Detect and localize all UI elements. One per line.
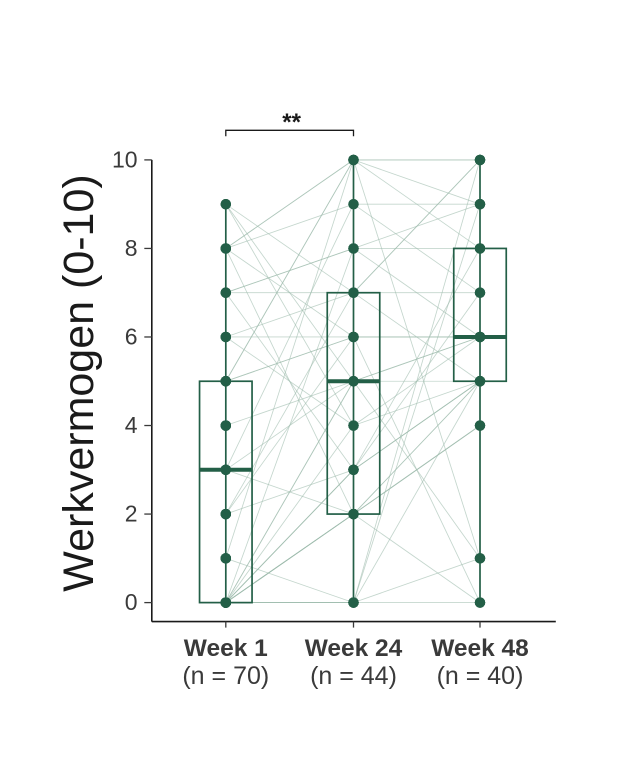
svg-text:(n = 70): (n = 70) bbox=[182, 662, 269, 690]
svg-text:4: 4 bbox=[125, 412, 138, 438]
svg-text:Werkvermogen (0-10): Werkvermogen (0-10) bbox=[55, 174, 103, 591]
svg-text:(n = 40): (n = 40) bbox=[437, 662, 524, 690]
svg-text:8: 8 bbox=[125, 235, 138, 261]
svg-text:(n = 44): (n = 44) bbox=[310, 662, 397, 690]
svg-text:10: 10 bbox=[112, 146, 138, 172]
svg-text:0: 0 bbox=[125, 589, 138, 615]
svg-text:2: 2 bbox=[125, 501, 138, 527]
svg-text:6: 6 bbox=[125, 323, 138, 349]
svg-text:**: ** bbox=[282, 109, 301, 136]
svg-text:Week 48: Week 48 bbox=[431, 635, 529, 662]
svg-text:Week 24: Week 24 bbox=[305, 635, 403, 662]
svg-text:Week 1: Week 1 bbox=[184, 635, 268, 662]
